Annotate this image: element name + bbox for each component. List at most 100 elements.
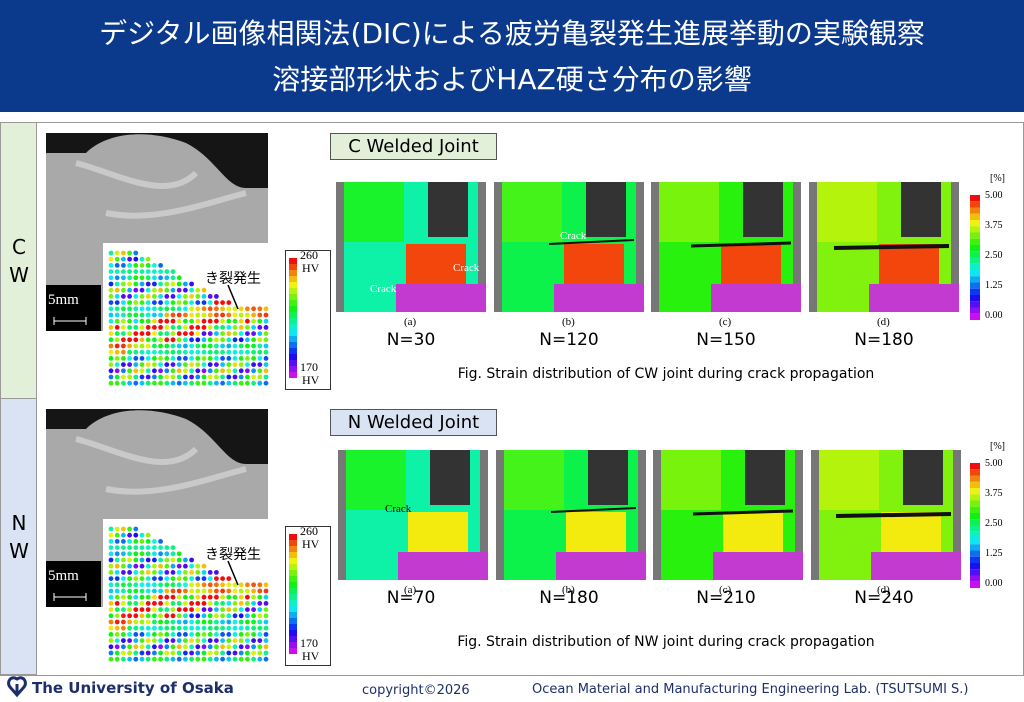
hardness-dot: [201, 294, 207, 299]
hardness-dot: [114, 545, 120, 550]
hardness-dot: [189, 343, 194, 349]
hardness-dot: [121, 526, 126, 532]
hardness-dot: [158, 337, 163, 343]
crack-path: [835, 512, 952, 518]
hardness-dot: [214, 362, 219, 367]
hardness-dot: [220, 594, 225, 600]
hardness-dot: [108, 632, 114, 637]
hardness-dot: [195, 632, 201, 637]
hardness-dot: [170, 594, 176, 600]
colorbar-step: [970, 257, 980, 264]
strain-hot: [564, 244, 624, 284]
strain-field: [661, 450, 721, 510]
hardness-dot: [145, 588, 151, 594]
hardness-dot: [108, 343, 114, 349]
hardness-dot: [201, 650, 207, 656]
colorbar-step: [289, 642, 297, 648]
hardness-dot: [226, 650, 232, 656]
hardness-dot: [152, 619, 157, 625]
hardness-dot: [257, 368, 263, 374]
hardness-dot: [232, 331, 238, 336]
hardness-dot: [207, 638, 213, 643]
hardness-dot: [220, 362, 225, 367]
hardness-dot: [170, 545, 176, 550]
hardness-dot: [145, 362, 151, 367]
hardness-dot: [226, 337, 232, 343]
hardness-dot: [245, 337, 250, 343]
hardness-dot: [251, 374, 256, 380]
hardness-dot: [183, 576, 188, 581]
notch: [428, 182, 468, 237]
hardness-dot: [195, 594, 201, 600]
colorbar-step: [970, 550, 980, 557]
hardness-dot: [201, 380, 207, 386]
strain-tick: 0.00: [985, 578, 1003, 589]
hardness-dot: [232, 349, 238, 355]
hardness-dot: [183, 281, 188, 287]
hardness-dot: [133, 613, 139, 619]
colorbar-step: [289, 534, 297, 540]
hardness-dot: [183, 638, 188, 643]
hardness-dot: [114, 526, 120, 532]
hardness-dot: [226, 331, 232, 336]
hardness-dot: [121, 287, 126, 293]
hardness-dot: [257, 582, 263, 588]
hardness-dot: [245, 619, 250, 625]
hardness-dot: [226, 594, 232, 600]
fusion-line: [75, 160, 247, 219]
hardness-dot: [176, 318, 182, 324]
hardness-dot: [121, 601, 126, 606]
hardness-dot: [201, 619, 207, 625]
hardness-dot: [238, 331, 244, 336]
hardness-dot: [145, 368, 151, 374]
title-line: 溶接部形状およびHAZ硬さ分布の影響: [272, 63, 752, 96]
hardness-dot: [158, 582, 163, 588]
hardness-dot: [170, 380, 176, 386]
hardness-dot: [114, 263, 120, 268]
hardness-dot: [152, 269, 157, 274]
hardness-dot: [220, 349, 225, 355]
colorbar-step: [289, 348, 297, 354]
hardness-dot: [139, 349, 145, 355]
hardness-dot: [127, 539, 132, 544]
hardness-dot: [195, 570, 201, 575]
row-label-cell: [1, 123, 37, 399]
hardness-dot: [195, 644, 201, 650]
hardness-dot: [139, 557, 145, 563]
hardness-dot: [158, 300, 163, 305]
hardness-dot: [238, 632, 244, 637]
hardness-dot: [245, 380, 250, 386]
colorbar-step: [289, 570, 297, 576]
crack-label: Crack: [560, 230, 587, 242]
hardness-dot: [207, 656, 213, 662]
strain-tick: 1.25: [985, 548, 1003, 559]
hardness-dot: [127, 594, 132, 600]
crack-path: [548, 239, 635, 245]
hardness-dot: [152, 638, 157, 643]
hardness-dot: [226, 619, 232, 625]
hardness-dot: [251, 650, 256, 656]
hardness-dot: [139, 594, 145, 600]
hardness-dot: [232, 318, 238, 324]
hardness-dot: [127, 337, 132, 343]
scale-box: [46, 561, 101, 607]
hardness-dot: [158, 269, 163, 274]
scale-bar: [53, 593, 87, 601]
hardness-dot: [183, 625, 188, 631]
colorbar-step: [289, 540, 297, 546]
hardness-dot: [251, 337, 256, 343]
hardness-dot: [220, 576, 225, 581]
section-title: C Welded Joint: [330, 133, 497, 160]
hardness-dot: [183, 380, 188, 386]
strain-tick: 0.00: [985, 310, 1003, 321]
hardness-dot: [195, 343, 201, 349]
hardness-dot: [114, 275, 120, 281]
panel-letter: (d): [877, 316, 890, 328]
scale-bar-label: 5mm: [48, 292, 79, 308]
hardness-dot: [127, 557, 132, 563]
hardness-dot: [152, 312, 157, 318]
hardness-dot: [170, 281, 176, 287]
hardness-dot: [201, 607, 207, 612]
hardness-dot: [226, 601, 232, 606]
